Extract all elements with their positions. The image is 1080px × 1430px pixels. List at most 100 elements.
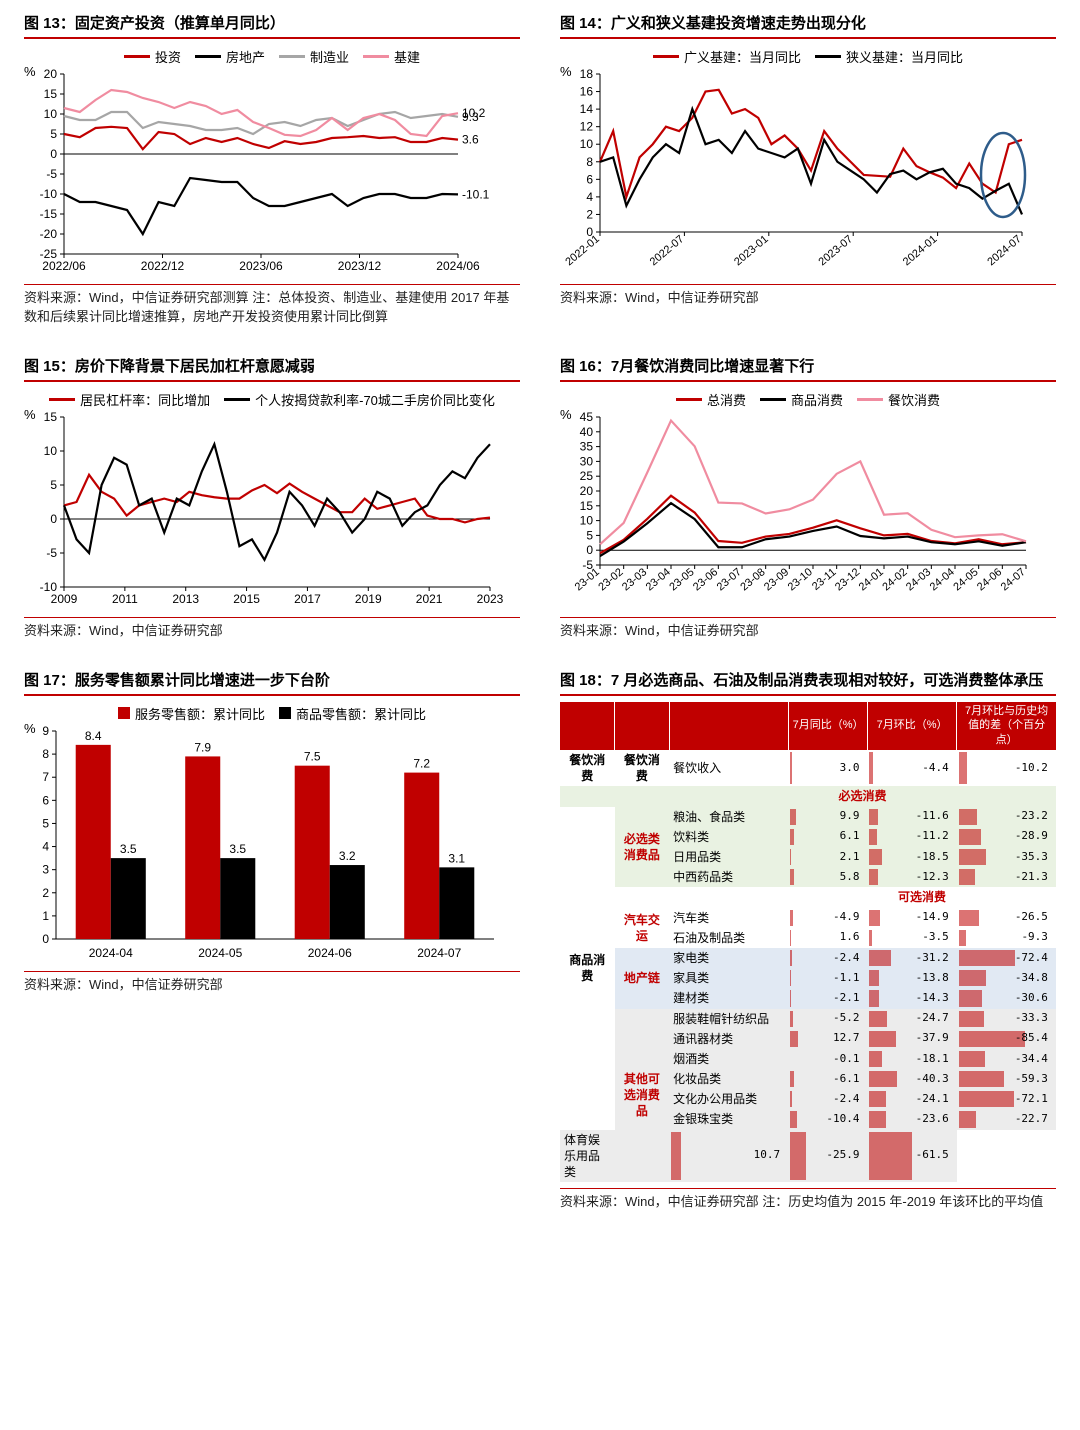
svg-text:2: 2 <box>586 207 593 221</box>
svg-text:2024-07: 2024-07 <box>985 233 1024 268</box>
svg-text:0: 0 <box>42 932 49 946</box>
svg-text:5: 5 <box>50 127 57 141</box>
svg-text:24-06: 24-06 <box>975 566 1004 593</box>
svg-text:8.4: 8.4 <box>85 728 102 742</box>
svg-text:2023/06: 2023/06 <box>239 259 283 273</box>
chart-panel: 图 13：固定资产投资（推算单月同比）投资房地产制造业基建%-25-20-15-… <box>24 12 520 327</box>
svg-text:7.9: 7.9 <box>194 740 211 754</box>
svg-text:20: 20 <box>580 484 594 498</box>
chart-source: 资料来源：Wind，中信证券研究部 <box>24 617 520 641</box>
chart-title: 图 16：7月餐饮消费同比增速显著下行 <box>560 355 1056 382</box>
chart-title: 图 17：服务零售额累计同比增速进一步下台阶 <box>24 669 520 696</box>
svg-text:23-12: 23-12 <box>833 566 862 593</box>
svg-text:2023/12: 2023/12 <box>338 259 382 273</box>
svg-text:15: 15 <box>580 498 594 512</box>
svg-text:8: 8 <box>42 747 49 761</box>
svg-text:2019: 2019 <box>355 592 382 606</box>
svg-text:0: 0 <box>50 512 57 526</box>
table-panel: 图 18：7 月必选商品、石油及制品消费表现相对较好，可选消费整体承压7月同比（… <box>560 669 1056 1213</box>
svg-text:2021: 2021 <box>416 592 443 606</box>
svg-text:30: 30 <box>580 454 594 468</box>
svg-text:5: 5 <box>586 528 593 542</box>
svg-text:5: 5 <box>42 816 49 830</box>
svg-text:6: 6 <box>42 793 49 807</box>
svg-text:14: 14 <box>580 102 594 116</box>
svg-text:2024-04: 2024-04 <box>89 946 133 960</box>
svg-text:23-11: 23-11 <box>810 566 839 593</box>
svg-text:3: 3 <box>42 862 49 876</box>
svg-text:24-05: 24-05 <box>951 566 980 593</box>
svg-text:4: 4 <box>42 839 49 853</box>
svg-text:23-06: 23-06 <box>691 566 720 593</box>
svg-text:2013: 2013 <box>172 592 199 606</box>
svg-text:10: 10 <box>580 513 594 527</box>
svg-text:23-03: 23-03 <box>620 566 649 593</box>
svg-text:-5: -5 <box>46 167 57 181</box>
svg-text:2023-07: 2023-07 <box>816 233 855 268</box>
svg-text:23-04: 23-04 <box>644 566 673 593</box>
chart-panel: 图 14：广义和狭义基建投资增速走势出现分化广义基建：当月同比狭义基建：当月同比… <box>560 12 1056 327</box>
svg-text:1: 1 <box>42 908 49 922</box>
svg-text:-10: -10 <box>40 187 58 201</box>
svg-text:6: 6 <box>586 172 593 186</box>
svg-text:2022/12: 2022/12 <box>141 259 185 273</box>
svg-text:-15: -15 <box>40 207 58 221</box>
svg-text:2022/06: 2022/06 <box>42 259 86 273</box>
svg-text:7.2: 7.2 <box>413 756 430 770</box>
svg-text:2009: 2009 <box>51 592 78 606</box>
svg-text:2024-06: 2024-06 <box>308 946 352 960</box>
consumption-table: 7月同比（%）7月环比（%）7月环比与历史均值的差（个百分点）餐饮消费餐饮消费餐… <box>560 702 1056 1183</box>
svg-text:18: 18 <box>580 68 594 81</box>
chart-panel: 图 15：房价下降背景下居民加杠杆意愿减弱居民杠杆率：同比增加个人按揭贷款利率-… <box>24 355 520 641</box>
svg-text:15: 15 <box>44 87 58 101</box>
svg-text:23-10: 23-10 <box>786 566 815 593</box>
svg-text:35: 35 <box>580 439 594 453</box>
svg-text:24-03: 24-03 <box>904 566 933 593</box>
svg-text:45: 45 <box>580 411 594 424</box>
svg-text:3.5: 3.5 <box>120 842 137 856</box>
chart-source: 资料来源：Wind，中信证券研究部 <box>560 617 1056 641</box>
svg-text:3.1: 3.1 <box>448 851 465 865</box>
svg-text:3.2: 3.2 <box>339 849 356 863</box>
svg-text:2011: 2011 <box>112 592 138 606</box>
svg-text:9.3: 9.3 <box>462 110 479 124</box>
svg-text:10: 10 <box>44 444 58 458</box>
svg-text:2023-01: 2023-01 <box>732 233 771 268</box>
svg-text:15: 15 <box>44 411 58 424</box>
svg-text:23-07: 23-07 <box>715 566 744 593</box>
svg-text:2024-05: 2024-05 <box>198 946 242 960</box>
svg-text:2017: 2017 <box>294 592 321 606</box>
svg-text:-5: -5 <box>46 546 57 560</box>
svg-text:0: 0 <box>50 147 57 161</box>
svg-text:24-07: 24-07 <box>999 566 1028 593</box>
svg-text:10: 10 <box>580 137 594 151</box>
chart-title: 图 14：广义和狭义基建投资增速走势出现分化 <box>560 12 1056 39</box>
svg-text:2015: 2015 <box>233 592 260 606</box>
chart-title: 图 13：固定资产投资（推算单月同比） <box>24 12 520 39</box>
svg-text:23-05: 23-05 <box>667 566 696 593</box>
svg-text:24-02: 24-02 <box>880 566 909 593</box>
svg-text:2023: 2023 <box>477 592 504 606</box>
svg-text:3.5: 3.5 <box>229 842 246 856</box>
svg-text:23-09: 23-09 <box>762 566 791 593</box>
svg-text:2: 2 <box>42 885 49 899</box>
svg-text:0: 0 <box>586 543 593 557</box>
chart-source: 资料来源：Wind，中信证券研究部 <box>24 971 520 995</box>
svg-text:3.6: 3.6 <box>462 133 479 147</box>
svg-text:24-01: 24-01 <box>857 566 886 593</box>
svg-text:5: 5 <box>50 478 57 492</box>
chart-source: 资料来源：Wind，中信证券研究部测算 注：总体投资、制造业、基建使用 2017… <box>24 284 520 327</box>
svg-text:9: 9 <box>42 725 49 738</box>
chart-panel: 图 17：服务零售额累计同比增速进一步下台阶服务零售额：累计同比商品零售额：累计… <box>24 669 520 1213</box>
svg-text:40: 40 <box>580 424 594 438</box>
chart-source: 资料来源：Wind，中信证券研究部 <box>560 284 1056 308</box>
svg-text:4: 4 <box>586 190 593 204</box>
svg-text:10: 10 <box>44 107 58 121</box>
svg-text:-10.1: -10.1 <box>462 187 490 201</box>
svg-text:20: 20 <box>44 68 58 81</box>
svg-text:24-04: 24-04 <box>928 566 957 593</box>
svg-text:2024-01: 2024-01 <box>901 233 940 268</box>
chart-panel: 图 16：7月餐饮消费同比增速显著下行总消费商品消费餐饮消费%-50510152… <box>560 355 1056 641</box>
chart-title: 图 15：房价下降背景下居民加杠杆意愿减弱 <box>24 355 520 382</box>
svg-text:7.5: 7.5 <box>304 749 321 763</box>
